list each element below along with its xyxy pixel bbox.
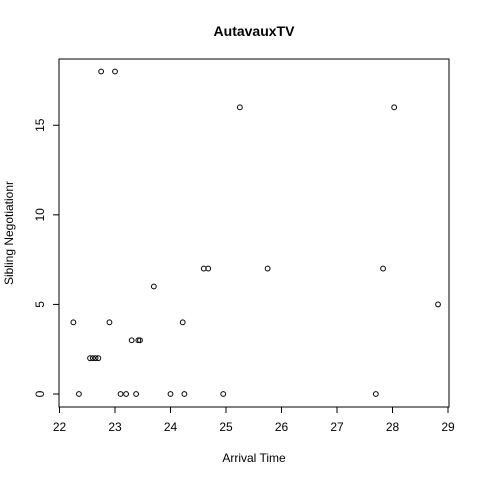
data-point <box>135 337 142 344</box>
data-point <box>167 391 174 397</box>
data-point <box>435 301 441 308</box>
data-points <box>70 68 441 397</box>
data-point <box>76 391 82 397</box>
chart-title: AutavauxTV <box>214 23 296 39</box>
y-tick-label: 10 <box>33 208 47 222</box>
data-point <box>128 337 135 344</box>
x-tick-label: 22 <box>53 420 67 434</box>
data-point <box>133 391 139 397</box>
y-tick-label: 5 <box>33 301 47 308</box>
x-tick-label: 29 <box>441 420 455 434</box>
data-point <box>106 319 113 326</box>
x-tick-label: 27 <box>330 420 344 434</box>
data-point <box>181 391 188 397</box>
x-tick-label: 25 <box>219 420 233 434</box>
y-tick-label: 0 <box>33 390 47 397</box>
data-point <box>137 337 143 344</box>
data-point <box>391 104 398 111</box>
data-point <box>372 391 379 397</box>
data-point <box>179 319 186 326</box>
data-point <box>380 265 386 272</box>
data-point <box>95 355 102 362</box>
data-point <box>264 265 271 272</box>
x-axis: 22 23 24 25 26 27 28 29 <box>53 406 455 434</box>
y-tick-label: 15 <box>33 118 47 132</box>
data-point <box>117 391 124 397</box>
data-point <box>205 265 212 272</box>
x-tick-label: 24 <box>164 420 178 434</box>
data-point <box>92 355 99 362</box>
data-point <box>112 68 118 75</box>
x-axis-label: Arrival Time <box>222 451 286 465</box>
data-point <box>70 319 77 326</box>
x-tick-label: 23 <box>108 420 122 434</box>
data-point <box>89 355 96 362</box>
data-point <box>220 391 227 397</box>
data-point <box>150 283 157 290</box>
x-tick-label: 28 <box>386 420 400 434</box>
x-tick-label: 26 <box>275 420 289 434</box>
data-point <box>87 355 93 362</box>
y-axis-label: Sibling Negotiationr <box>2 181 16 285</box>
data-point <box>123 391 129 397</box>
data-point <box>98 68 105 75</box>
plot-frame <box>58 58 450 408</box>
y-axis: 0 5 10 15 <box>33 118 60 397</box>
data-point <box>236 104 243 111</box>
